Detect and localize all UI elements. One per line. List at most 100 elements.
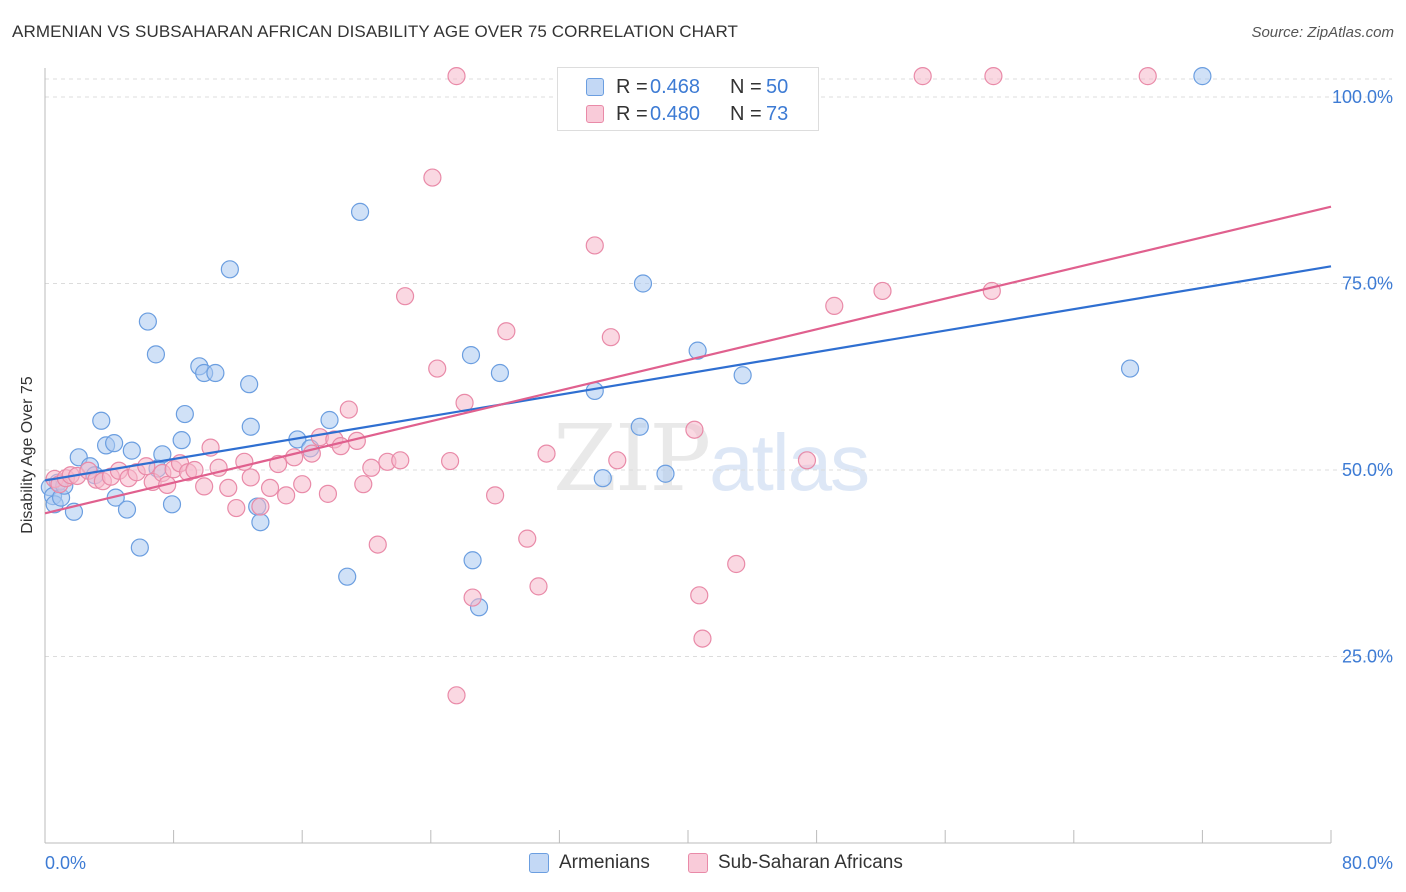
subsaharan-point — [293, 475, 312, 494]
armenians-point — [490, 363, 510, 383]
subsaharan-legend-swatch — [688, 853, 708, 873]
x-tick-label: 80.0% — [1342, 853, 1393, 873]
subsaharan-point — [260, 478, 280, 498]
legend-r-label: R = — [616, 102, 648, 125]
legend-row-subsaharan: R = 0.480 N = 73 — [558, 101, 788, 127]
armenians-point — [130, 538, 149, 557]
subsaharan-point — [362, 458, 381, 477]
trend-lines — [44, 205, 1332, 515]
armenians-point — [320, 410, 339, 430]
armenians-point — [688, 341, 707, 360]
y-tick-label: 75.0% — [1342, 274, 1393, 294]
legend-item-subsaharan[interactable]: Sub-Saharan Africans — [688, 852, 903, 874]
subsaharan-swatch — [586, 105, 604, 123]
tick-labels: 25.0% 50.0% 75.0% 100.0% 0.0% 80.0% — [45, 87, 1393, 873]
subsaharan-point — [331, 437, 350, 456]
subsaharan-point — [873, 281, 892, 301]
legend-n-label: N = — [730, 75, 762, 98]
subsaharan-point — [497, 322, 516, 341]
subsaharan-point — [690, 586, 709, 605]
subsaharan-point — [137, 457, 156, 476]
series-legend: Armenians Sub-Saharan Africans — [0, 852, 1406, 876]
subsaharan-point — [984, 67, 1003, 86]
armenians-point — [220, 260, 239, 279]
subsaharan-point — [601, 328, 620, 347]
legend-label-armenians: Armenians — [559, 852, 650, 873]
subsaharan-point — [447, 67, 466, 86]
subsaharan-point — [486, 486, 505, 505]
armenians-point — [146, 345, 166, 364]
armenians-point — [153, 445, 172, 464]
armenians-point — [630, 417, 649, 436]
armenians-point — [122, 441, 141, 460]
armenians-point — [733, 366, 752, 385]
subsaharan-point — [797, 451, 817, 470]
subsaharan-point — [368, 535, 387, 554]
legend-n-value: 73 — [766, 102, 789, 125]
legend-label-subsaharan: Sub-Saharan Africans — [718, 852, 903, 873]
legend-r-label: R = — [616, 75, 648, 98]
y-tick-label: 50.0% — [1342, 460, 1393, 480]
armenians-point — [633, 274, 653, 293]
chart-title: ARMENIAN VS SUBSAHARAN AFRICAN DISABILIT… — [12, 22, 738, 41]
subsaharan-point — [241, 468, 260, 487]
watermark-atlas: atlas — [709, 418, 870, 507]
subsaharan-point — [585, 236, 604, 255]
armenians-swatch — [586, 78, 604, 96]
legend-r-value: 0.480 — [650, 102, 701, 125]
armenians-point — [463, 551, 482, 570]
armenians-point — [172, 431, 191, 450]
subsaharan-point — [277, 486, 296, 505]
subsaharan-point — [428, 359, 447, 378]
subsaharan-point — [318, 484, 338, 503]
legend-r-value: 0.468 — [650, 75, 701, 98]
armenians-point — [656, 464, 675, 483]
subsaharan-point — [251, 497, 270, 516]
legend-n-label: N = — [730, 102, 762, 125]
subsaharan-point — [227, 498, 246, 518]
armenians-point — [206, 363, 225, 383]
subsaharan-point — [391, 451, 410, 470]
subsaharan-point — [537, 444, 556, 463]
subsaharan-point — [529, 577, 548, 596]
legend-item-armenians[interactable]: Armenians — [529, 852, 650, 874]
legend-n-value: 50 — [766, 75, 789, 98]
armenians-point — [461, 346, 481, 365]
armenians-point — [241, 417, 260, 436]
armenians-points — [40, 67, 1212, 617]
subsaharan-point — [423, 168, 442, 187]
source-label: Source: ZipAtlas.com — [1251, 24, 1394, 41]
x-tick-label: 0.0% — [45, 853, 86, 873]
subsaharan-point — [195, 477, 214, 496]
legend-row-armenians: R = 0.468 N = 50 — [558, 74, 788, 100]
armenians-point — [105, 434, 124, 453]
armenians-point — [1120, 359, 1140, 378]
armenians-point — [593, 469, 612, 488]
subsaharan-point — [395, 287, 415, 306]
armenians-point — [338, 567, 357, 586]
subsaharan-point — [825, 296, 844, 315]
y-tick-label: 100.0% — [1332, 87, 1393, 107]
subsaharan-point — [440, 451, 460, 471]
subsaharan-trend-line — [44, 205, 1332, 515]
armenians-point — [1193, 67, 1212, 86]
subsaharan-point — [447, 686, 466, 705]
axes — [44, 68, 1332, 844]
subsaharan-point — [685, 420, 704, 439]
armenians-point — [240, 375, 259, 394]
subsaharan-point — [913, 67, 932, 86]
subsaharan-point — [339, 400, 358, 419]
armenians-legend-swatch — [529, 853, 549, 873]
armenians-point — [251, 513, 270, 532]
armenians-point — [162, 495, 182, 514]
subsaharan-point — [1138, 67, 1157, 86]
y-tick-label: 25.0% — [1342, 647, 1393, 667]
subsaharan-points — [45, 67, 1157, 705]
subsaharan-point — [463, 588, 482, 607]
subsaharan-point — [608, 451, 627, 470]
subsaharan-point — [693, 629, 712, 648]
armenians-trend-line — [44, 265, 1332, 482]
subsaharan-point — [727, 554, 746, 574]
subsaharan-point — [354, 475, 373, 494]
